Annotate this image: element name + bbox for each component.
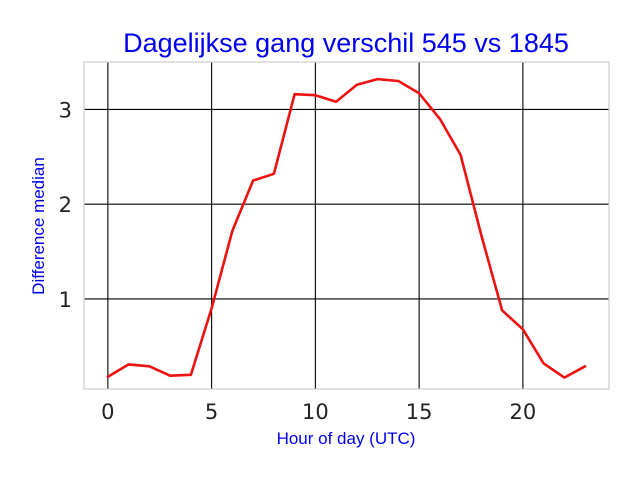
x-tick-label: 10 bbox=[302, 400, 329, 424]
y-tick-label: 3 bbox=[59, 98, 72, 122]
chart-title: Dagelijkse gang verschil 545 vs 1845 bbox=[123, 28, 569, 58]
series-layer bbox=[106, 77, 587, 379]
x-tick-label: 5 bbox=[205, 400, 218, 424]
plot-frame bbox=[83, 61, 610, 390]
series-line bbox=[106, 77, 587, 379]
grid bbox=[84, 62, 609, 389]
x-tick-label: 0 bbox=[101, 400, 114, 424]
y-tick-label: 1 bbox=[59, 288, 72, 312]
y-axis-label: Difference median bbox=[29, 157, 48, 295]
tick-labels: 0 5 10 15 20 1 2 3 bbox=[59, 98, 537, 424]
x-tick-label: 15 bbox=[406, 400, 433, 424]
x-axis-label: Hour of day (UTC) bbox=[277, 429, 416, 448]
y-tick-label: 2 bbox=[59, 193, 72, 217]
x-tick-label: 20 bbox=[510, 400, 537, 424]
